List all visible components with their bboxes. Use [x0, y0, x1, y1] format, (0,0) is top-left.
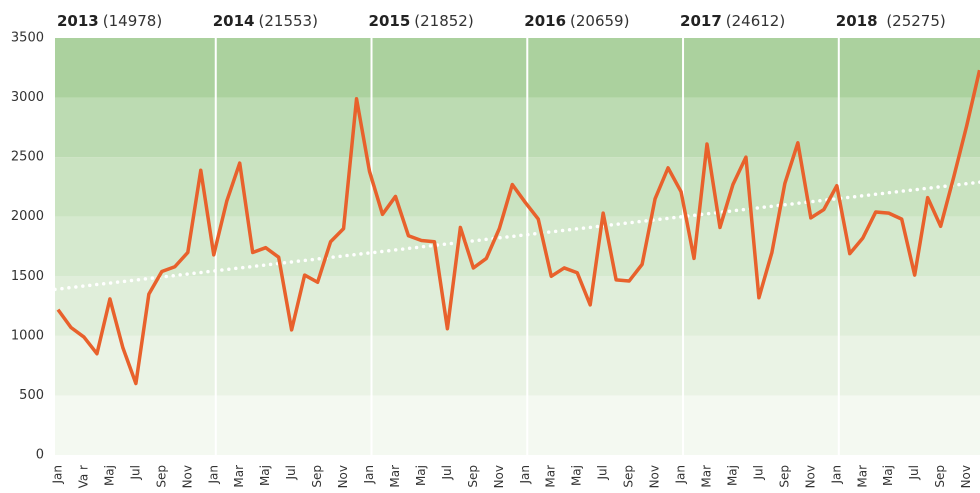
year: 2015	[369, 12, 411, 30]
x-tick-label: Sep	[154, 465, 168, 488]
x-tick-label: Maj	[414, 465, 428, 486]
year-header: 2014 (21553)	[213, 12, 318, 30]
year-total: (25275)	[882, 12, 946, 30]
year-total: (21553)	[259, 12, 318, 30]
x-tick-label: Jul	[751, 465, 765, 480]
x-tick-label: Nov	[336, 465, 350, 488]
year-header: 2016 (20659)	[524, 12, 629, 30]
year-total: (20659)	[570, 12, 629, 30]
x-tick-label: Sep	[622, 465, 636, 488]
x-tick-label: Maj	[570, 465, 584, 486]
year-header: 2017 (24612)	[680, 12, 785, 30]
x-tick-label: Sep	[310, 465, 324, 488]
band	[55, 276, 980, 336]
data-line	[56, 69, 980, 386]
band	[55, 335, 980, 396]
x-tick-label: Mar	[700, 465, 714, 488]
x-tick-label: Sep	[933, 465, 947, 488]
x-tick-label: Jan	[674, 465, 688, 485]
band	[55, 38, 980, 98]
x-tick-label: Jan	[51, 465, 65, 485]
year-header: 2013 (14978)	[57, 12, 162, 30]
x-tick-label: Mar	[388, 465, 402, 488]
year-total: (24612)	[726, 12, 785, 30]
y-tick-label: 500	[19, 388, 44, 403]
x-tick-label: Jan	[362, 465, 376, 485]
x-tick-label: Mar	[232, 465, 246, 488]
year-total: (21852)	[414, 12, 473, 30]
x-tick-label: Jul	[440, 465, 454, 480]
x-tick-label: Sep	[777, 465, 791, 488]
x-tick-label: Nov	[959, 465, 973, 488]
x-tick-label: Jan	[206, 465, 220, 485]
x-tick-label: Jul	[128, 465, 142, 480]
x-tick-label: Va r	[76, 465, 90, 488]
y-tick-label: 3000	[11, 90, 44, 105]
x-tick-label: Maj	[881, 465, 895, 486]
x-tick-label: Jan	[829, 465, 843, 485]
x-tick-label: Maj	[102, 465, 116, 486]
y-tick-label: 1000	[11, 328, 44, 343]
band	[55, 395, 980, 455]
x-tick-label: Nov	[492, 465, 506, 488]
x-tick-label: Nov	[803, 465, 817, 488]
x-tick-label: Jul	[596, 465, 610, 480]
x-tick-label: Maj	[258, 465, 272, 486]
x-tick-label: Jul	[907, 465, 921, 480]
year-header: 2018 (25275)	[836, 12, 946, 30]
year-total: (14978)	[103, 12, 162, 30]
year: 2016	[524, 12, 566, 30]
trend-line	[53, 180, 980, 292]
x-tick-label: Jan	[518, 465, 532, 485]
x-tick-label: Maj	[725, 465, 739, 486]
year-header: 2015 (21852)	[369, 12, 474, 30]
y-tick-label: 2500	[11, 150, 44, 165]
year: 2013	[57, 12, 99, 30]
year: 2018	[836, 12, 878, 30]
year: 2017	[680, 12, 722, 30]
x-tick-label: Sep	[466, 465, 480, 488]
x-tick-label: Jul	[284, 465, 298, 480]
x-tick-label: Mar	[855, 465, 869, 488]
y-tick-label: 1500	[11, 269, 44, 284]
x-tick-label: Nov	[180, 465, 194, 488]
x-tick-label: Mar	[544, 465, 558, 488]
x-tick-label: Nov	[648, 465, 662, 488]
y-tick-label: 3500	[11, 31, 44, 46]
y-tick-label: 0	[36, 448, 44, 463]
band	[55, 97, 980, 158]
y-tick-label: 2000	[11, 209, 44, 224]
year: 2014	[213, 12, 255, 30]
